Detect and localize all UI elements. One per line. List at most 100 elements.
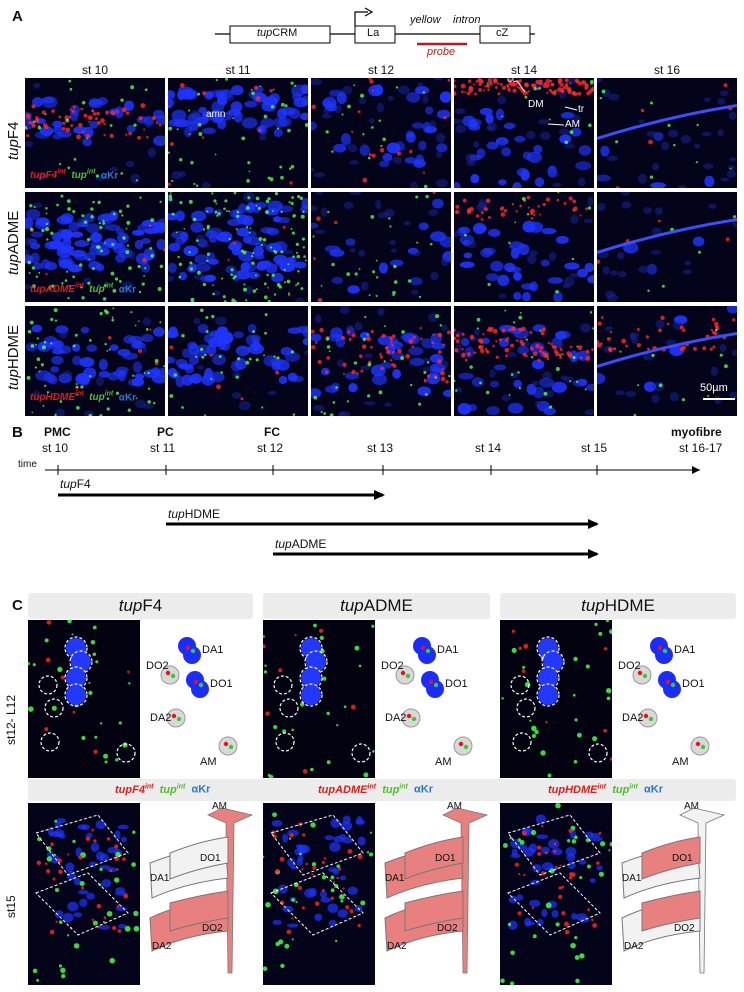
muscle-schematic <box>621 807 726 974</box>
micrograph-image <box>311 78 451 188</box>
column-title-adme: tupADME <box>340 596 413 615</box>
cell-label: DA2 <box>385 712 407 724</box>
cell-schematic <box>395 637 473 756</box>
micrograph-tile <box>597 78 737 188</box>
micrograph-tile <box>597 192 737 302</box>
panel-c-letter: C <box>12 597 23 614</box>
micrograph-image <box>263 620 375 778</box>
annotation-cc: cc <box>507 74 517 85</box>
construct-svg <box>215 7 535 46</box>
stage-label: st 12 <box>367 63 394 77</box>
micrograph-tile <box>454 78 594 188</box>
legend-row-hdme: tupHDMEint tupint αKr <box>30 391 137 404</box>
annotation-tr: tr <box>578 104 585 115</box>
muscle-label: DA1 <box>385 873 405 884</box>
muscle-schematic-panel: AM DO1 DA1 DO2 DA2 <box>140 801 260 990</box>
micrograph-tile <box>168 78 308 188</box>
cell-schematic-panel: DA1 DO2 DO1 DA2 AM <box>140 620 260 783</box>
cell-label: DO2 <box>146 660 169 672</box>
micrograph-image <box>454 192 594 302</box>
muscle-schematic <box>149 807 254 974</box>
muscle-label: DA2 <box>152 941 172 952</box>
muscle-label: AM <box>212 801 227 812</box>
milestone-pc: PC <box>157 425 174 439</box>
micrograph-st12-tile <box>500 620 612 778</box>
column-title-f4: tupF4 <box>118 596 163 615</box>
milestone-pmc: PMC <box>44 425 71 439</box>
cell-schematic <box>632 637 710 756</box>
micrograph-image <box>25 192 165 302</box>
micrograph-tile <box>311 192 451 302</box>
milestone-fc: FC <box>264 425 280 439</box>
annotation-amn: amn <box>206 109 226 120</box>
micrograph-tile <box>454 192 594 302</box>
cell-label: DO2 <box>618 660 641 672</box>
milestone-stage: st 14 <box>475 441 502 455</box>
micrograph-st15-tile <box>28 803 140 985</box>
bar-label-hdme: tupHDME <box>168 507 221 521</box>
cell-label: DA1 <box>202 644 224 656</box>
muscle-schematic-panel: AM DO1 DA1 DO2 DA2 <box>612 801 732 990</box>
micrograph-image <box>597 192 737 302</box>
scale-bar-label: 50µm <box>700 382 728 394</box>
row-label-f4: tupF4 <box>5 121 22 160</box>
timeline-svg <box>45 465 700 559</box>
row-label-st15: st15 <box>4 895 18 918</box>
micrograph-image <box>454 78 594 188</box>
legend-c-adme: tupADMEint tupint αKr <box>318 783 433 796</box>
header-band <box>28 593 253 619</box>
micrograph-image <box>25 306 165 416</box>
milestone-stage: st 16-17 <box>679 441 723 455</box>
stage-label: st 14 <box>510 63 537 77</box>
header-band <box>500 593 736 619</box>
legend-c-f4: tupF4int tupint αKr <box>115 783 211 796</box>
milestone-stage: st 11 <box>150 441 176 455</box>
cell-label: DA2 <box>622 712 644 724</box>
micrograph-image <box>454 306 594 416</box>
cell-label: DO2 <box>381 660 404 672</box>
muscle-label: DO2 <box>674 923 695 934</box>
row-label-st12: st12- L12 <box>4 694 18 745</box>
muscle-label: DA1 <box>622 873 642 884</box>
legend-row-adme: tupADMEint tupint αKr <box>30 283 137 296</box>
muscle-label: DO2 <box>437 923 458 934</box>
panel-a-letter: A <box>12 8 23 25</box>
micrograph-tile <box>25 192 165 302</box>
micrograph-tile <box>25 78 165 188</box>
muscle-schematic <box>384 807 489 974</box>
scale-bar <box>703 398 735 400</box>
annotation-dm: DM <box>528 99 544 110</box>
muscle-label: DA2 <box>624 941 644 952</box>
micrograph-image <box>28 803 140 985</box>
milestone-stage: st 12 <box>257 441 284 455</box>
milestone-stage: st 15 <box>581 441 608 455</box>
milestone-stage: st 13 <box>367 441 394 455</box>
construct-yellow-label: yellow <box>410 14 441 26</box>
micrograph-image <box>597 78 737 188</box>
panel-b-letter: B <box>12 424 23 441</box>
micrograph-image <box>168 78 308 188</box>
micrograph-image <box>311 306 451 416</box>
muscle-label: DO1 <box>200 853 221 864</box>
muscle-schematic-panel: AM DO1 DA1 DO2 DA2 <box>375 801 495 990</box>
muscle-label: AM <box>447 801 462 812</box>
muscle-label: AM <box>684 801 699 812</box>
construct-cz-label: cZ <box>496 27 509 39</box>
stage-label: st 10 <box>81 63 108 77</box>
cell-label: DA1 <box>674 644 696 656</box>
cell-label: AM <box>435 756 452 768</box>
micrograph-tile <box>25 306 165 416</box>
annotation-am: AM <box>565 119 580 130</box>
muscle-label: DA2 <box>387 941 407 952</box>
column-title-hdme: tupHDME <box>581 596 655 615</box>
micrograph-image <box>28 620 140 778</box>
cell-label: AM <box>200 756 217 768</box>
stage-label: st 11 <box>225 63 251 77</box>
micrograph-tile <box>311 306 451 416</box>
micrograph-tile <box>597 306 737 416</box>
micrograph-image <box>25 78 165 188</box>
micrograph-image <box>311 192 451 302</box>
micrograph-image <box>500 803 612 985</box>
muscle-label: DA1 <box>150 873 170 884</box>
annotation-arrows <box>516 80 578 126</box>
